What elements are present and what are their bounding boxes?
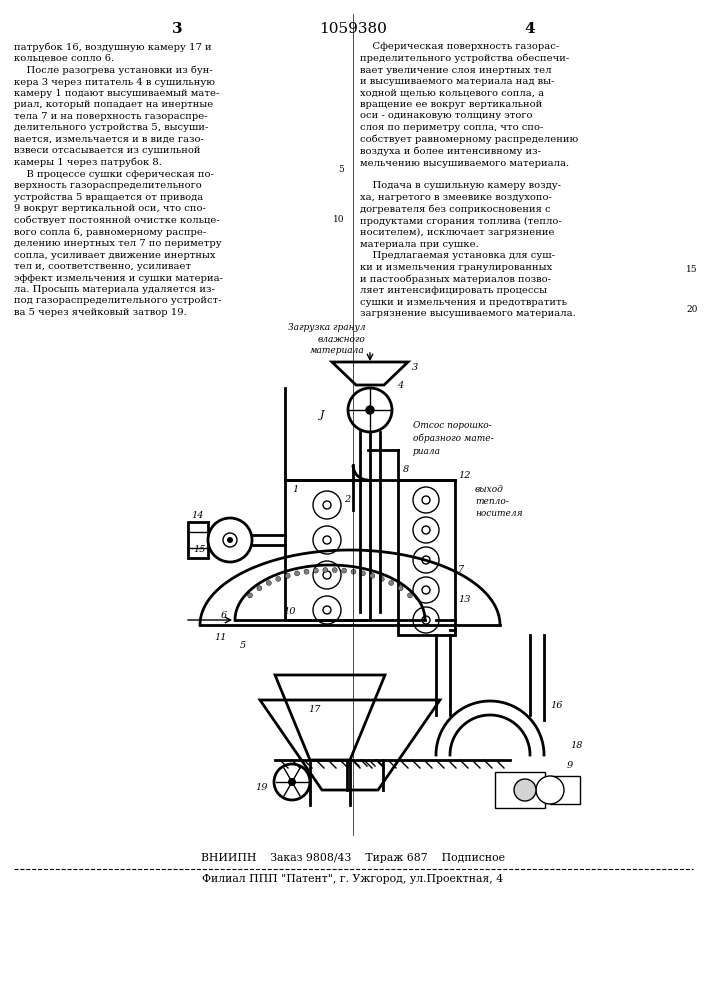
Bar: [285, 480, 370, 620]
Text: 6: 6: [221, 610, 227, 619]
Text: 10: 10: [284, 607, 296, 616]
Circle shape: [227, 537, 233, 543]
Text: 11: 11: [214, 634, 227, 643]
Circle shape: [285, 573, 290, 578]
Circle shape: [332, 568, 337, 573]
Circle shape: [351, 569, 356, 574]
Text: J: J: [320, 410, 325, 420]
Text: Отсос порошко-: Отсос порошко-: [413, 421, 491, 430]
Ellipse shape: [536, 776, 564, 804]
Text: влажного: влажного: [317, 335, 365, 344]
Text: 5: 5: [338, 165, 344, 174]
Text: 17: 17: [309, 706, 321, 714]
Bar: [550, 776, 580, 804]
Circle shape: [247, 593, 252, 598]
Text: выход: выход: [475, 485, 504, 494]
Text: 13: 13: [458, 595, 470, 604]
Text: 3: 3: [172, 22, 182, 36]
Text: 7: 7: [458, 566, 464, 574]
Text: 4: 4: [397, 380, 403, 389]
Text: 8: 8: [403, 466, 409, 475]
Text: 20: 20: [686, 306, 698, 314]
Bar: [188, 522, 208, 558]
Text: 9: 9: [567, 760, 573, 770]
Bar: [495, 772, 545, 808]
Bar: [398, 480, 455, 635]
Circle shape: [295, 571, 300, 576]
Text: 2: 2: [344, 495, 350, 504]
Text: образного мате-: образного мате-: [413, 434, 493, 443]
Text: 10: 10: [332, 216, 344, 225]
Ellipse shape: [514, 779, 536, 801]
Text: материала: материала: [310, 346, 365, 355]
Text: 1: 1: [292, 485, 298, 494]
Text: 16: 16: [550, 700, 563, 710]
Circle shape: [389, 580, 394, 585]
Circle shape: [398, 586, 403, 591]
Circle shape: [361, 571, 366, 576]
Circle shape: [223, 533, 237, 547]
Circle shape: [313, 568, 318, 573]
Text: носителя: носителя: [475, 509, 522, 518]
Circle shape: [366, 406, 374, 414]
Circle shape: [288, 778, 296, 786]
Circle shape: [341, 568, 346, 573]
Text: 15: 15: [686, 265, 698, 274]
Text: тепло-: тепло-: [475, 497, 509, 506]
Text: ВНИИПН    Заказ 9808/43    Тираж 687    Подписное: ВНИИПН Заказ 9808/43 Тираж 687 Подписное: [201, 853, 505, 863]
Text: Сферическая поверхность газорас-
пределительного устройства обеспечи-
вает увели: Сферическая поверхность газорас- предели…: [360, 42, 578, 318]
Text: патрубок 16, воздушную камеру 17 и
кольцевое сопло 6.
    После разогрева устано: патрубок 16, воздушную камеру 17 и кольц…: [14, 42, 223, 317]
Circle shape: [407, 593, 412, 598]
Text: 4: 4: [525, 22, 535, 36]
Text: риала: риала: [413, 447, 441, 456]
Text: 5: 5: [240, 641, 246, 650]
Text: Загрузка гранул: Загрузка гранул: [288, 323, 365, 332]
Circle shape: [276, 576, 281, 581]
Text: 3: 3: [412, 362, 419, 371]
Circle shape: [304, 569, 309, 574]
Circle shape: [208, 518, 252, 562]
Circle shape: [370, 573, 375, 578]
Text: 1059380: 1059380: [319, 22, 387, 36]
Circle shape: [323, 568, 328, 573]
Text: 14: 14: [192, 510, 204, 520]
Text: Филиал ППП "Патент", г. Ужгород, ул.Проектная, 4: Филиал ППП "Патент", г. Ужгород, ул.Прое…: [202, 874, 503, 884]
Text: 15: 15: [194, 546, 206, 554]
Text: 18: 18: [570, 740, 583, 750]
Circle shape: [379, 576, 385, 581]
Circle shape: [257, 586, 262, 591]
Circle shape: [267, 580, 271, 585]
Text: 12: 12: [458, 471, 470, 480]
Text: 19: 19: [255, 782, 268, 792]
